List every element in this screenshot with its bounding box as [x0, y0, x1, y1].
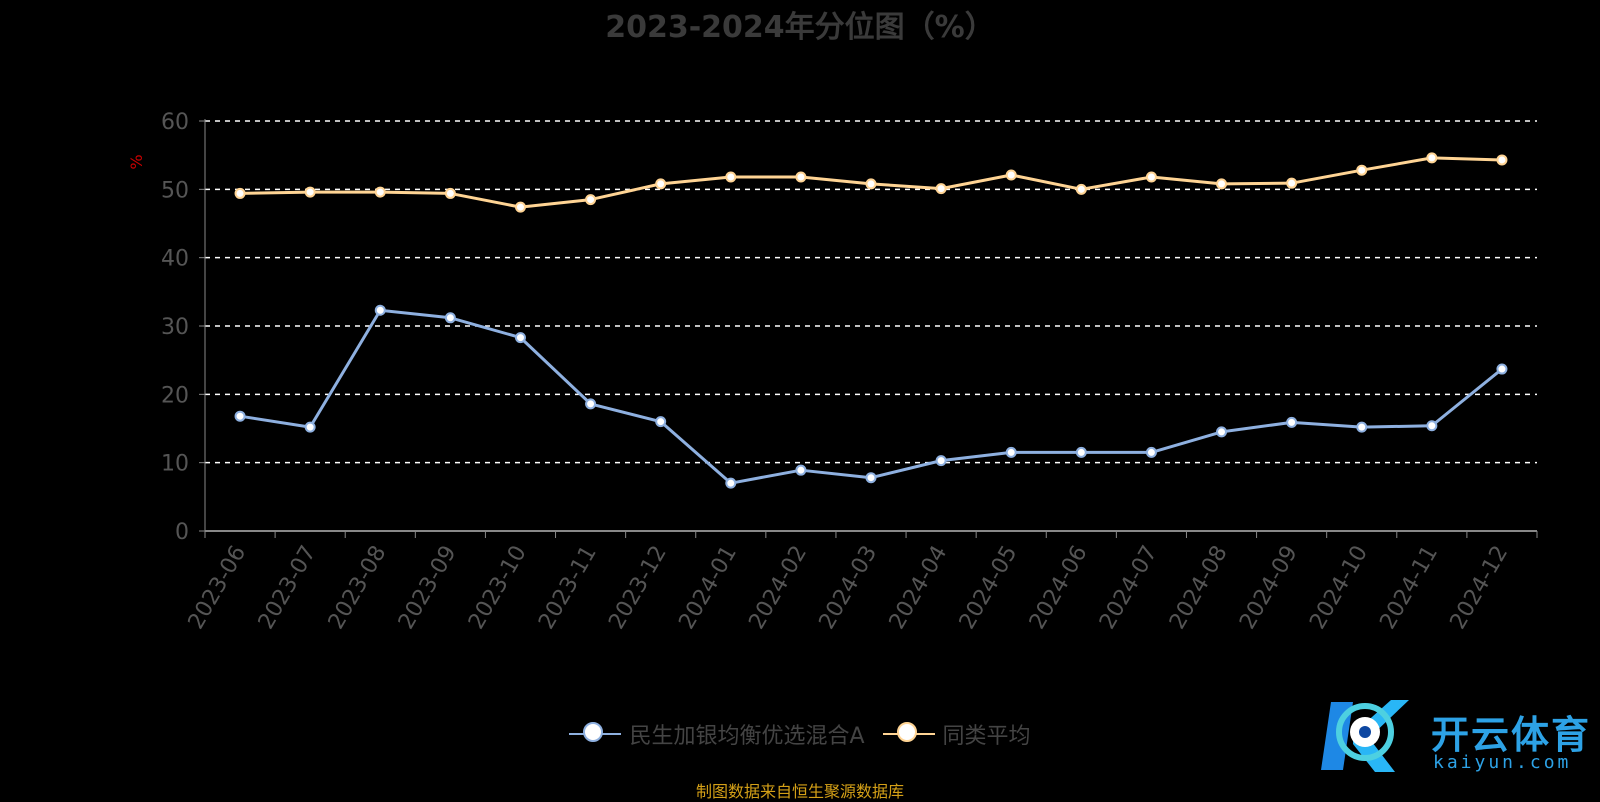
data-point-series-2 — [725, 171, 737, 183]
data-point-series-1 — [234, 410, 246, 422]
x-tick-label: 2023-07 — [254, 542, 322, 634]
logo-text: 开云体育 — [1431, 713, 1592, 757]
data-point-series-1 — [1496, 363, 1508, 375]
kaiyun-logo-icon — [1321, 700, 1409, 772]
x-tick-label: 2024-07 — [1095, 542, 1163, 634]
legend-marker-series-1 — [569, 721, 622, 747]
data-point-series-2 — [444, 187, 456, 199]
y-tick-label: 20 — [161, 383, 189, 408]
chart-legend: 民生加银均衡优选混合A 同类平均 — [0, 718, 1600, 750]
x-tick-label: 2024-09 — [1235, 542, 1303, 634]
x-tick-label: 2024-03 — [815, 542, 883, 634]
data-point-series-2 — [1145, 171, 1157, 183]
x-tick-label: 2023-11 — [534, 542, 602, 634]
y-tick-label: 60 — [161, 110, 189, 135]
y-tick-label: 0 — [175, 520, 189, 545]
data-point-series-2 — [1426, 152, 1438, 164]
data-point-series-1 — [655, 416, 667, 428]
x-tick-label: 2023-08 — [324, 542, 392, 634]
data-point-series-1 — [1286, 416, 1298, 428]
data-point-series-1 — [1005, 446, 1017, 458]
data-point-series-1 — [865, 472, 877, 484]
data-point-series-1 — [725, 477, 737, 489]
series-line-1 — [239, 308, 1503, 485]
x-tick-label: 2024-11 — [1375, 542, 1443, 634]
data-point-series-2 — [1075, 183, 1087, 195]
x-tick-label: 2023-12 — [604, 542, 672, 634]
data-point-series-1 — [1216, 426, 1228, 438]
data-point-series-1 — [374, 304, 386, 316]
y-tick-label: 50 — [161, 178, 189, 203]
y-tick-label: 40 — [161, 247, 189, 272]
data-point-series-1 — [935, 455, 947, 467]
data-source-note: 制图数据来自恒生聚源数据库 — [695, 782, 904, 801]
data-point-series-1 — [585, 398, 597, 410]
x-tick-label: 2024-04 — [885, 541, 953, 633]
data-point-series-2 — [1356, 164, 1368, 176]
y-tick-label: 10 — [161, 452, 189, 477]
legend-label-series-1: 民生加银均衡优选混合A — [629, 724, 865, 749]
data-point-series-1 — [1426, 420, 1438, 432]
x-tick-label: 2024-02 — [744, 542, 812, 634]
x-tick-label: 2023-09 — [394, 542, 462, 634]
data-point-series-2 — [795, 171, 807, 183]
legend-item-series-1[interactable]: 民生加银均衡优选混合A — [569, 718, 865, 750]
data-point-series-2 — [1496, 154, 1508, 166]
data-point-series-2 — [514, 201, 526, 213]
x-tick-label: 2023-10 — [464, 542, 532, 634]
x-tick-label: 2023-06 — [184, 542, 252, 634]
x-tick-label: 2024-05 — [955, 541, 1023, 633]
data-point-series-2 — [585, 194, 597, 206]
legend-marker-series-2 — [882, 721, 935, 747]
data-point-series-1 — [304, 421, 316, 433]
x-tick-label: 2024-08 — [1165, 542, 1233, 634]
data-point-series-1 — [1145, 446, 1157, 458]
x-tick-label: 2024-01 — [674, 542, 742, 634]
data-point-series-2 — [1005, 169, 1017, 181]
x-tick-label: 2024-06 — [1025, 542, 1093, 634]
legend-item-series-2[interactable]: 同类平均 — [882, 718, 1031, 750]
data-point-series-2 — [1286, 177, 1298, 189]
data-point-series-2 — [304, 186, 316, 198]
data-point-series-2 — [865, 178, 877, 190]
data-point-series-1 — [1356, 421, 1368, 433]
x-tick-label: 2024-12 — [1446, 542, 1514, 634]
data-point-series-1 — [514, 332, 526, 344]
kaiyun-logo: 开云体育 kaiyun.com — [1313, 692, 1593, 782]
data-point-series-1 — [1075, 446, 1087, 458]
legend-label-series-2: 同类平均 — [942, 724, 1031, 749]
data-point-series-2 — [935, 183, 947, 195]
x-tick-label: 2024-10 — [1305, 542, 1373, 634]
data-point-series-2 — [374, 186, 386, 198]
data-point-series-2 — [655, 178, 667, 190]
data-point-series-2 — [234, 187, 246, 199]
y-tick-label: 30 — [161, 315, 189, 340]
data-point-series-1 — [444, 312, 456, 324]
data-point-series-2 — [1216, 178, 1228, 190]
data-point-series-1 — [795, 464, 807, 476]
logo-subtext: kaiyun.com — [1433, 752, 1572, 773]
chart-title: 2023-2024年分位图（%） — [605, 10, 995, 45]
y-axis-label: % — [127, 154, 146, 169]
